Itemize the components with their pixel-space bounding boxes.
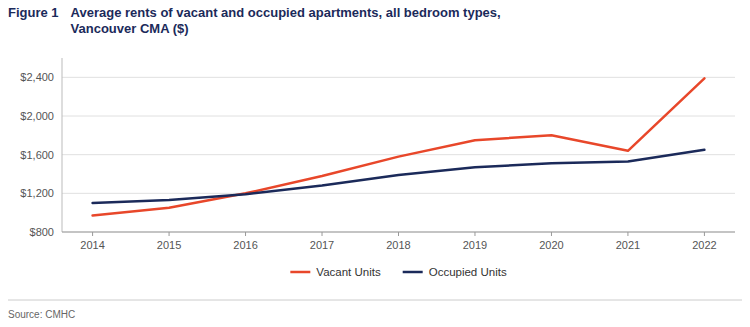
y-tick-label: $800 bbox=[30, 226, 54, 238]
grid-line bbox=[62, 116, 735, 117]
y-tick-label: $2,000 bbox=[20, 110, 54, 122]
y-tick-label: $2,400 bbox=[20, 71, 54, 83]
title-line: Average rents of vacant and occupied apa… bbox=[71, 5, 501, 20]
x-tick-label: 2014 bbox=[80, 239, 104, 251]
x-tick bbox=[169, 232, 170, 236]
source-note: Source: CMHC bbox=[8, 309, 75, 320]
x-tick bbox=[245, 232, 246, 236]
figure-label: Figure 1 bbox=[8, 5, 59, 20]
title-line: Vancouver CMA ($) bbox=[71, 21, 189, 36]
series-line bbox=[93, 78, 705, 215]
axes: $800 $1,200 $1,600 $2,000 $2,400 2014 2015 2016… bbox=[20, 58, 735, 251]
y-tick-label: $1,600 bbox=[20, 149, 54, 161]
separator bbox=[8, 300, 742, 301]
legend-item: Occupied Units bbox=[403, 266, 507, 278]
x-tick-label: 2016 bbox=[233, 239, 257, 251]
x-tick-label: 2019 bbox=[463, 239, 487, 251]
legend-label: Vacant Units bbox=[316, 266, 381, 278]
x-tick bbox=[551, 232, 552, 236]
x-tick bbox=[704, 232, 705, 236]
grid-line bbox=[62, 154, 735, 155]
x-tick bbox=[398, 232, 399, 236]
legend-swatch bbox=[290, 271, 310, 274]
legend-label: Occupied Units bbox=[429, 266, 507, 278]
x-tick bbox=[627, 232, 628, 236]
x-tick-label: 2021 bbox=[616, 239, 640, 251]
title: Average rents of vacant and occupied apa… bbox=[71, 5, 501, 36]
legend-item: Vacant Units bbox=[290, 266, 381, 278]
grid-line bbox=[62, 193, 735, 194]
x-tick-label: 2022 bbox=[692, 239, 716, 251]
x-tick-label: 2018 bbox=[386, 239, 410, 251]
x-tick-label: 2020 bbox=[539, 239, 563, 251]
x-tick bbox=[474, 232, 475, 236]
legend: Vacant Units Occupied Units bbox=[290, 266, 507, 278]
series-line bbox=[93, 150, 705, 203]
y-tick-label: $1,200 bbox=[20, 187, 54, 199]
legend-swatch bbox=[403, 271, 423, 274]
x-tick-label: 2017 bbox=[310, 239, 334, 251]
chart-container: Figure 1 Average rents of vacant and occu… bbox=[0, 0, 750, 327]
x-tick-label: 2015 bbox=[157, 239, 181, 251]
chart: Figure 1 Average rents of vacant and occu… bbox=[0, 0, 750, 327]
x-tick bbox=[92, 232, 93, 236]
page: {"chart_data": {"type": "line", "title":… bbox=[0, 0, 750, 327]
x-tick bbox=[322, 232, 323, 236]
grid-line bbox=[62, 77, 735, 78]
plot-area bbox=[93, 78, 705, 215]
y-axis-line bbox=[62, 58, 63, 232]
